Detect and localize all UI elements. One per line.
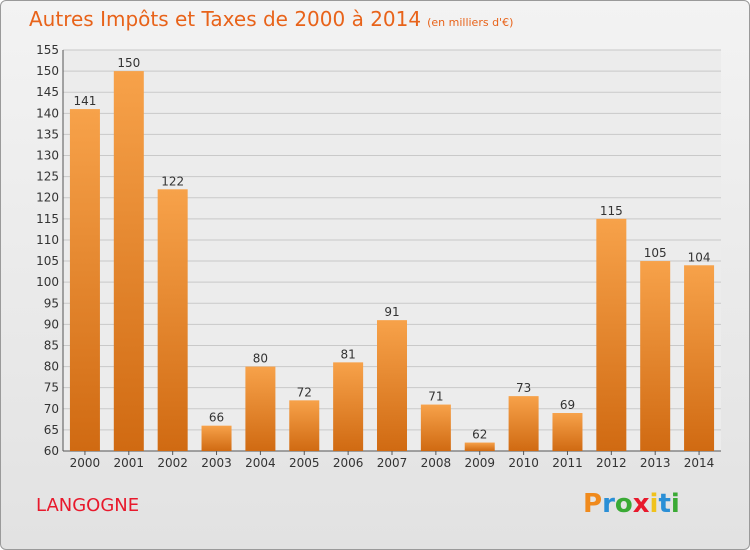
data-label: 150 — [117, 56, 140, 70]
bar — [113, 71, 144, 452]
y-tick-label: 65 — [44, 423, 59, 437]
data-label: 69 — [560, 398, 575, 412]
y-tick-label: 140 — [36, 106, 59, 120]
y-tick-label: 150 — [36, 64, 59, 78]
bar — [552, 413, 583, 451]
data-label: 72 — [297, 385, 312, 399]
logo-letter: x — [632, 489, 650, 519]
chart-title: Autres Impôts et Taxes de 2000 à 2014 (en… — [29, 7, 513, 31]
y-tick-label: 95 — [44, 296, 59, 310]
bar — [596, 218, 627, 451]
bar — [464, 442, 495, 451]
logo-letter: t — [658, 489, 671, 519]
x-tick-label: 2013 — [640, 456, 671, 470]
logo-letter: o — [614, 489, 633, 519]
x-tick-label: 2010 — [508, 456, 539, 470]
bar — [157, 189, 188, 451]
y-tick-label: 125 — [36, 170, 59, 184]
bar — [640, 261, 671, 451]
data-label: 81 — [340, 347, 355, 361]
proxiti-logo: Proxiti — [583, 489, 680, 519]
logo-letter: P — [583, 489, 603, 519]
y-tick-label: 115 — [36, 212, 59, 226]
bar — [333, 362, 364, 451]
chart-subtitle: (en milliers d'€) — [427, 16, 514, 29]
commune-name: LANGOGNE — [36, 495, 140, 516]
y-tick-label: 80 — [44, 360, 59, 374]
bar — [245, 366, 276, 451]
x-tick-label: 2007 — [377, 456, 408, 470]
data-label: 104 — [688, 250, 711, 264]
data-label: 105 — [644, 246, 667, 260]
x-tick-label: 2002 — [157, 456, 188, 470]
x-tick-label: 2012 — [596, 456, 627, 470]
data-label: 73 — [516, 381, 531, 395]
bar — [201, 425, 232, 451]
x-tick-label: 2006 — [333, 456, 364, 470]
logo-letter: i — [670, 489, 680, 519]
bar — [289, 400, 320, 451]
y-tick-label: 135 — [36, 127, 59, 141]
y-tick-label: 145 — [36, 85, 59, 99]
chart-title-text: Autres Impôts et Taxes de 2000 à 2014 — [29, 7, 422, 31]
x-tick-label: 2009 — [464, 456, 495, 470]
bar — [684, 265, 715, 451]
data-label: 71 — [428, 390, 443, 404]
data-label: 66 — [209, 411, 224, 425]
y-tick-label: 90 — [44, 317, 59, 331]
y-tick-label: 100 — [36, 275, 59, 289]
y-tick-label: 110 — [36, 233, 59, 247]
data-label: 115 — [600, 204, 623, 218]
x-tick-label: 2011 — [552, 456, 583, 470]
x-tick-label: 2003 — [201, 456, 232, 470]
logo-letter: r — [602, 489, 615, 519]
x-tick-label: 2001 — [114, 456, 145, 470]
logo-letter: i — [649, 489, 659, 519]
bar — [69, 109, 100, 452]
y-tick-label: 105 — [36, 254, 59, 268]
y-tick-label: 120 — [36, 191, 59, 205]
y-tick-label: 70 — [44, 402, 59, 416]
y-tick-label: 155 — [36, 43, 59, 57]
x-tick-label: 2004 — [245, 456, 276, 470]
bar — [420, 404, 451, 451]
data-label: 80 — [253, 352, 268, 366]
y-tick-label: 85 — [44, 338, 59, 352]
x-tick-label: 2014 — [684, 456, 715, 470]
bar — [508, 396, 539, 451]
bar — [377, 320, 407, 451]
x-tick-label: 2008 — [421, 456, 452, 470]
y-tick-label: 60 — [44, 444, 59, 458]
x-tick-label: 2000 — [70, 456, 101, 470]
y-tick-label: 75 — [44, 381, 59, 395]
data-label: 122 — [161, 174, 184, 188]
data-label: 62 — [472, 428, 487, 442]
y-tick-label: 130 — [36, 149, 59, 163]
data-label: 141 — [73, 94, 96, 108]
x-tick-label: 2005 — [289, 456, 320, 470]
data-label: 91 — [384, 305, 399, 319]
